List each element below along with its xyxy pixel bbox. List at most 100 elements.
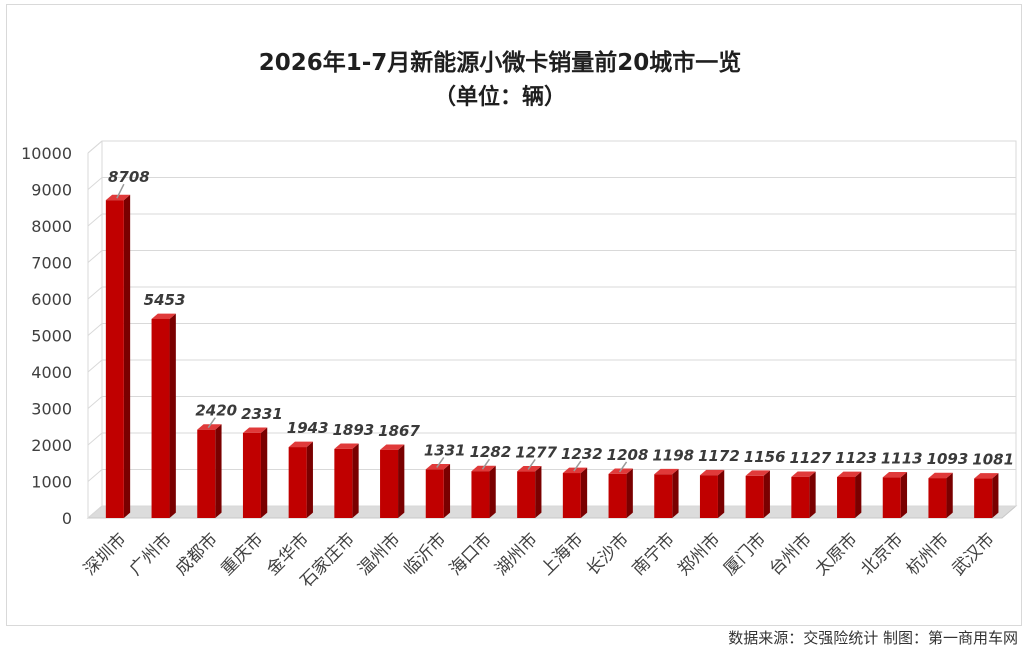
data-label: 1277 [515,443,557,461]
bar-front [517,471,536,518]
bars [105,194,999,518]
bar-front [974,478,993,518]
bar-side [672,468,679,518]
x-tick-label: 厦门市 [720,529,770,579]
bar-top [334,443,359,449]
data-label: 1156 [744,448,786,466]
bar-front [105,200,124,518]
data-label: 1093 [927,450,969,468]
gridline-side [87,505,103,519]
bar-top [928,472,953,479]
bar-top [699,469,725,476]
y-tick-label: 1000 [31,473,72,492]
x-tick-label: 北京市 [857,529,907,579]
bar-side [946,472,953,518]
bar-side [763,470,770,518]
y-tick-label: 4000 [31,363,72,382]
bar-top [151,313,176,319]
data-label: 1232 [561,445,603,463]
x-tick-label: 杭州市 [903,529,953,579]
bar [928,472,953,518]
bar [699,469,725,518]
bar-front [608,473,627,518]
bar-front [791,476,810,518]
bar [517,465,542,518]
leader-line [573,460,582,472]
bar [471,465,496,518]
bar-side [489,465,496,518]
bar-side [260,427,268,518]
y-tick-label: 6000 [31,290,72,309]
data-label: 1127 [789,449,831,467]
data-label: 1208 [607,446,649,464]
bar-side [535,465,542,518]
data-label: 1282 [470,443,512,461]
bar-top [837,471,862,478]
gridline-side [87,177,103,190]
bar-top [791,471,816,477]
bar-front [745,475,764,518]
bar [242,427,268,518]
bar-side [900,471,908,518]
data-label: 1331 [424,441,466,459]
data-label: 1867 [378,422,420,440]
bar-front [882,477,901,518]
bar [334,443,359,518]
y-axis-ticks: 0 1000 2000 3000 4000 5000 6000 7000 8000 9000 100… [21,144,72,528]
bar-side [717,469,725,518]
bar-front [562,473,581,518]
bar-front [288,447,307,518]
gridline-side [87,323,103,336]
data-label: 5453 [144,291,186,309]
y-tick-label: 10000 [21,144,72,163]
bar-side [626,468,633,518]
bar-front [151,318,170,518]
x-tick-label: 海口市 [446,529,496,579]
chart-subtitle: （单位：辆） [434,84,566,110]
gridline-side [87,286,103,300]
bar [425,464,451,518]
y-tick-label: 2000 [31,436,72,455]
y-tick-label: 8000 [31,217,72,236]
bar-front [654,474,673,518]
plot-floor [86,505,1018,519]
x-tick-label: 上海市 [537,529,587,579]
gridline-side [87,359,103,373]
x-tick-label: 温州市 [354,529,404,579]
x-tick-label: 深圳市 [80,529,130,579]
y-tick-label: 9000 [31,181,72,200]
bar-side [306,441,313,518]
leader-line [618,461,628,473]
bar-front [380,449,399,518]
bar-front [699,475,718,518]
x-tick-label: 台州市 [766,529,816,579]
bar-front [837,477,856,518]
bar-side [809,471,816,518]
bar-side [855,471,862,518]
bar-top [974,473,999,479]
bar-top [288,441,313,448]
x-tick-label: 武汉市 [948,529,998,579]
bar [745,470,770,518]
bar-top [380,444,405,450]
bar-top [654,468,679,475]
bar-side [580,467,588,518]
bar [882,471,908,518]
bar [837,471,862,518]
bar-side [169,313,176,518]
gridline-side [87,469,103,482]
bar [608,468,633,518]
leader-line [207,417,216,429]
y-tick-label: 3000 [31,400,72,419]
data-label: 1113 [881,449,923,467]
data-label: 1172 [698,447,740,465]
bar-top [882,471,908,478]
bar-front [425,469,444,518]
bar [791,471,816,518]
y-tick-label: 7000 [31,254,72,273]
data-label: 1943 [287,419,329,437]
chart-title: 2026年1-7月新能源小微卡销量前20城市一览 [259,49,742,76]
gridline-side [87,250,103,263]
data-label: 8708 [108,168,150,186]
